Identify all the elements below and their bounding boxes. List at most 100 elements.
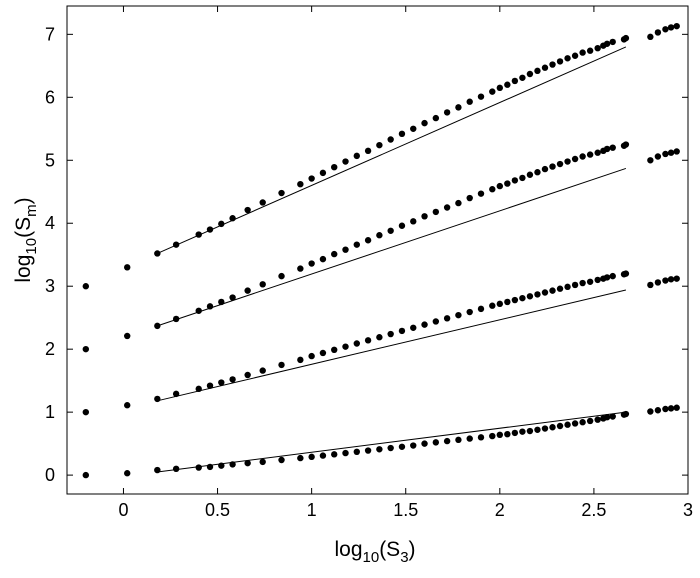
data-point <box>206 382 214 389</box>
data-point <box>594 44 601 52</box>
data-point <box>342 343 349 350</box>
y-tick-label: 5 <box>45 150 55 170</box>
data-point <box>477 93 485 100</box>
data-point <box>353 448 360 456</box>
data-point <box>82 408 90 416</box>
data-point <box>172 241 180 248</box>
data-point <box>376 141 383 149</box>
y-tick-label: 0 <box>45 465 55 485</box>
data-point <box>331 163 338 171</box>
plot-frame <box>66 5 689 495</box>
x-tick-label: 3 <box>683 500 693 520</box>
data-point <box>124 264 131 271</box>
data-point <box>654 29 662 36</box>
x-tick-label: 2.5 <box>581 500 606 520</box>
data-point <box>421 440 428 447</box>
y-tick-label: 1 <box>45 402 55 422</box>
plot-area <box>66 5 689 495</box>
data-point <box>504 180 511 187</box>
data-point <box>579 279 586 287</box>
x-tick-label: 0.5 <box>205 500 230 520</box>
data-point <box>432 114 440 122</box>
data-point <box>667 149 675 156</box>
data-point <box>511 429 519 437</box>
data-point <box>172 465 180 473</box>
data-point <box>297 356 304 364</box>
data-point <box>579 419 586 426</box>
data-point <box>421 213 428 220</box>
y-tick-label: 2 <box>45 339 55 359</box>
data-point <box>667 405 675 412</box>
data-point <box>124 470 131 477</box>
x-axis-label-base: log <box>334 538 362 561</box>
data-point <box>278 189 285 197</box>
data-point <box>609 38 616 46</box>
data-point <box>364 447 372 454</box>
data-point <box>564 283 571 291</box>
data-point <box>297 454 304 462</box>
x-tick-label: 1 <box>307 500 317 520</box>
data-point <box>662 26 669 33</box>
data-point <box>534 169 541 176</box>
data-point <box>331 250 338 258</box>
data-point <box>466 308 473 316</box>
data-point <box>259 199 266 206</box>
data-point <box>195 385 202 393</box>
data-point <box>353 241 360 248</box>
data-point <box>229 461 236 468</box>
data-point <box>466 435 473 442</box>
data-point <box>496 431 504 439</box>
data-point <box>259 367 266 374</box>
data-point <box>662 150 669 158</box>
data-point <box>534 291 541 298</box>
data-point <box>556 160 564 168</box>
data-point <box>410 125 417 132</box>
data-point <box>504 298 511 306</box>
data-point <box>586 278 594 285</box>
data-point <box>667 276 675 283</box>
data-point <box>622 141 630 148</box>
data-point <box>297 265 304 272</box>
data-point <box>244 206 251 214</box>
data-point <box>603 145 611 153</box>
data-point <box>259 281 266 288</box>
data-point <box>586 47 594 54</box>
data-point <box>519 428 526 435</box>
data-point <box>398 222 406 229</box>
y-axis-label: log10(Sm) <box>12 197 40 282</box>
data-points <box>82 22 680 479</box>
data-point <box>526 293 534 300</box>
data-point <box>364 237 372 244</box>
data-point <box>609 272 616 280</box>
x-axis-label-subscript: 10 <box>363 549 380 566</box>
data-point <box>556 285 564 292</box>
y-axis-ticks: 0 1 2 3 4 5 6 7 <box>45 24 688 485</box>
data-point <box>571 52 579 59</box>
data-point <box>398 327 406 335</box>
data-point <box>206 463 214 471</box>
data-point <box>432 318 440 325</box>
data-point <box>342 246 349 253</box>
data-point <box>82 471 90 479</box>
data-point <box>443 204 451 211</box>
data-point <box>496 84 504 92</box>
data-point <box>489 88 496 95</box>
data-point <box>218 298 225 306</box>
data-point <box>504 430 511 438</box>
data-point <box>534 67 541 75</box>
data-point <box>526 171 534 178</box>
y-axis-label-base: log <box>12 255 35 283</box>
data-point <box>571 281 579 289</box>
data-point <box>541 64 549 71</box>
data-point <box>556 58 564 65</box>
y-axis-label-inner: (S <box>12 217 35 238</box>
data-point <box>504 81 511 88</box>
data-point <box>421 119 428 127</box>
data-point <box>654 153 662 160</box>
x-axis-label-close: ) <box>409 538 416 561</box>
fit-lines <box>157 46 627 473</box>
data-point <box>496 300 504 308</box>
fit-line-2 <box>157 167 627 327</box>
data-point <box>662 277 669 284</box>
data-point <box>124 402 131 409</box>
